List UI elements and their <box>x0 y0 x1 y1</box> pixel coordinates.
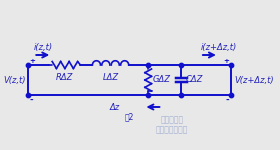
Text: LΔZ: LΔZ <box>102 73 119 82</box>
Text: Δz: Δz <box>110 102 120 111</box>
Text: 射频工程师之家: 射频工程师之家 <box>156 126 188 135</box>
Text: +: + <box>30 58 36 64</box>
Text: +: + <box>223 58 229 64</box>
Text: CΔZ: CΔZ <box>186 75 203 84</box>
Point <box>25 94 30 96</box>
Text: RΔZ: RΔZ <box>56 73 74 82</box>
Text: -: - <box>226 96 229 105</box>
Text: V(z,t): V(z,t) <box>3 75 26 84</box>
Text: GΔZ: GΔZ <box>153 75 171 84</box>
Point <box>179 94 183 96</box>
Point <box>25 64 30 66</box>
Text: 电子发烧点: 电子发烧点 <box>160 116 183 124</box>
Text: i(z+Δz,t): i(z+Δz,t) <box>201 43 237 52</box>
Point <box>146 94 150 96</box>
Text: 图2: 图2 <box>125 112 134 122</box>
Text: -: - <box>30 96 33 105</box>
Text: i(z,t): i(z,t) <box>33 43 52 52</box>
Point <box>229 64 233 66</box>
Point <box>146 64 150 66</box>
Point <box>179 64 183 66</box>
Point <box>229 94 233 96</box>
Text: V(z+Δz,t): V(z+Δz,t) <box>234 75 274 84</box>
